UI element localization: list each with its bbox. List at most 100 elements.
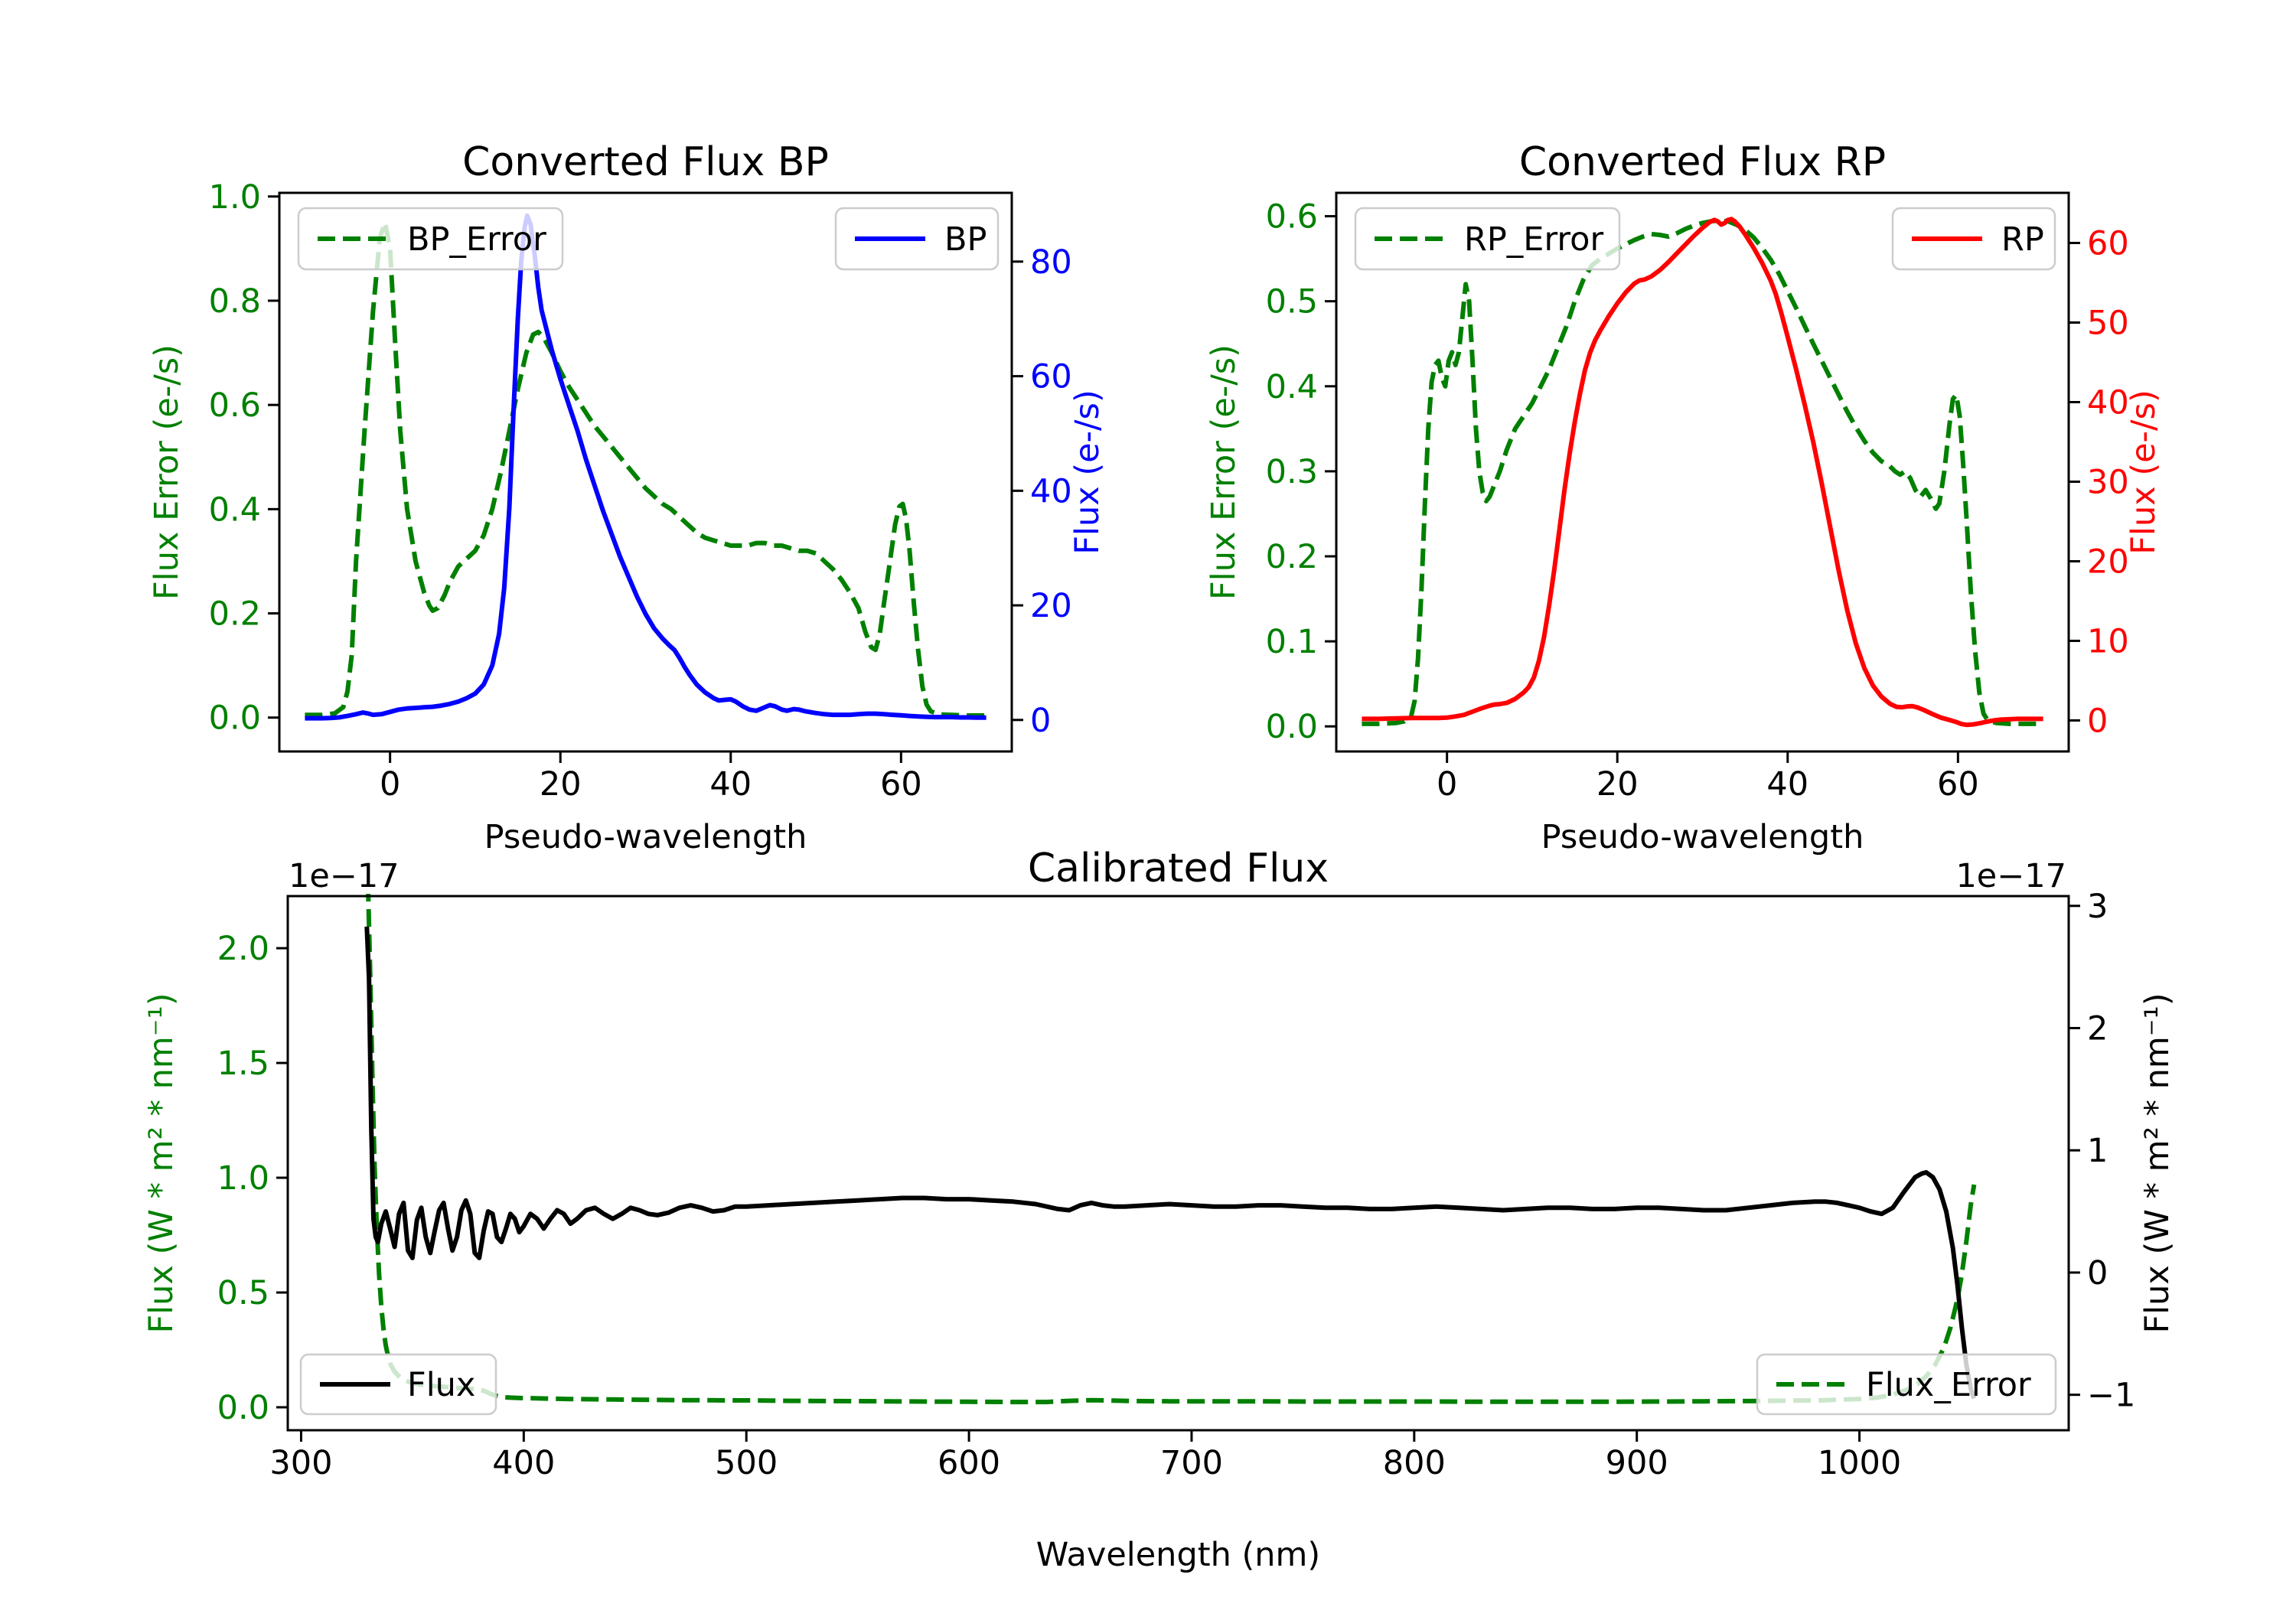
bp-y-tick-left-label: 0.8 (209, 282, 261, 321)
cal-y-tick-right-label: 0 (2087, 1254, 2108, 1292)
cal-legend-flux-box (299, 1353, 497, 1416)
rp-y-tick-right-label: 20 (2087, 543, 2129, 581)
cal-y-tick-right-label: 2 (2087, 1010, 2108, 1048)
rp-y-tick-right-label: 0 (2087, 702, 2108, 740)
bp-series-group (305, 213, 987, 721)
bp-legend-flux-label: BP (944, 220, 987, 259)
bp-x-tick-label: 0 (380, 765, 400, 804)
cal-x-tick-label: 600 (938, 1444, 1000, 1482)
cal-legend-error-box (1756, 1353, 2057, 1416)
cal-x-tick-label: 500 (715, 1444, 778, 1482)
bp-y-tick-left-label: 0.6 (209, 386, 261, 425)
rp-x-tick-label: 20 (1596, 765, 1639, 804)
rp-y-tick-left-label: 0.6 (1266, 198, 1318, 236)
cal-title: Calibrated Flux (1028, 846, 1329, 892)
cal-offset-left: 1e−17 (289, 857, 400, 895)
rp-plot-area: 0 20 40 60 0.0 0.1 0.2 0.3 0.4 0.5 0.6 0 10 20 30 40 50 6… (1266, 191, 2129, 804)
bp-ylabel-right: Flux (e-/s) (1068, 390, 1107, 554)
rp-title: Converted Flux RP (1519, 139, 1886, 185)
rp-chart: 0 20 40 60 0.0 0.1 0.2 0.3 0.4 0.5 0.6 0 10 20 30 40 50 6… (1205, 139, 2163, 856)
bp-y-tick-right-label: 40 (1030, 472, 1072, 510)
rp-x-tick-label: 60 (1937, 765, 1979, 804)
cal-y-tick-right-label: 3 (2087, 888, 2108, 926)
rp-series-group (1362, 217, 2043, 728)
rp-y-tick-left-label: 0.5 (1266, 283, 1318, 321)
cal-ylabel-left: Flux (W * m² * nm⁻¹) (142, 993, 181, 1334)
cal-x-tick-label: 700 (1160, 1444, 1223, 1482)
cal-chart: 300 400 500 600 700 800 900 1000 0.0 0.5 1.0 1.5 2.0… (142, 846, 2177, 1574)
cal-ylabel-right: Flux (W * m² * nm⁻¹) (2138, 993, 2177, 1334)
rp-legend-flux: RP (1891, 207, 2056, 271)
cal-legend-flux: Flux (299, 1353, 497, 1416)
cal-offset-right: 1e−17 (1955, 857, 2066, 895)
cal-plot-area: 300 400 500 600 700 800 900 1000 0.0 0.5 1.0 1.5 2.0… (217, 888, 2136, 1482)
cal-y-tick-right-label: 1 (2087, 1132, 2108, 1170)
rp-x-tick-label: 0 (1437, 765, 1457, 804)
rp-spines (1335, 191, 2070, 753)
rp-y-tick-right-label: 30 (2087, 463, 2129, 501)
bp-x-tick-label: 60 (880, 765, 922, 804)
bp-y-tick-left-label: 0.2 (209, 595, 261, 634)
cal-series-Flux (364, 926, 1977, 1400)
rp-ylabel-left: Flux Error (e-/s) (1205, 344, 1243, 600)
bp-ylabel-left: Flux Error (e-/s) (148, 344, 186, 600)
rp-legend-error-label: RP_Error (1464, 220, 1603, 259)
cal-y-tick-left-label: 0.5 (217, 1274, 269, 1312)
rp-legend-flux-label: RP (2001, 220, 2044, 259)
rp-y-tick-left-label: 0.4 (1266, 368, 1318, 406)
rp-ylabel-right: Flux (e-/s) (2125, 390, 2163, 554)
bp-chart: 0 20 40 60 0.0 0.2 0.4 0.6 0.8 1.0 0 20 40 60 80 Conve… (148, 139, 1107, 856)
cal-xlabel: Wavelength (nm) (1036, 1536, 1320, 1574)
cal-x-tick-label: 300 (269, 1444, 332, 1482)
bp-y-tick-left-label: 0.4 (209, 491, 261, 529)
cal-x-tick-label: 1000 (1818, 1444, 1901, 1482)
bp-y-tick-right-label: 60 (1030, 358, 1072, 396)
bp-xlabel: Pseudo-wavelength (484, 818, 807, 856)
cal-x-tick-label: 400 (492, 1444, 555, 1482)
bp-title: Converted Flux BP (462, 139, 829, 185)
cal-y-tick-left-label: 0.0 (217, 1389, 269, 1427)
bp-y-tick-left-label: 0.0 (209, 699, 261, 738)
rp-y-tick-right-label: 10 (2087, 622, 2129, 660)
rp-y-tick-right-label: 60 (2087, 225, 2129, 263)
cal-legend-flux-label: Flux (407, 1366, 475, 1404)
rp-y-tick-right-label: 50 (2087, 305, 2129, 343)
cal-x-tick-label: 900 (1606, 1444, 1668, 1482)
rp-series-RP (1362, 217, 2043, 728)
bp-x-tick-label: 20 (540, 765, 582, 804)
cal-series-group (364, 894, 1977, 1405)
bp-legend-error-box (297, 207, 564, 271)
bp-legend-flux: BP (834, 207, 1000, 271)
bp-x-tick-label: 40 (709, 765, 752, 804)
cal-y-tick-left-label: 2.0 (217, 930, 269, 968)
cal-x-tick-label: 800 (1383, 1444, 1446, 1482)
bp-legend-error-label: BP_Error (407, 220, 546, 259)
rp-y-tick-left-label: 0.2 (1266, 538, 1318, 576)
rp-y-tick-right-label: 40 (2087, 383, 2129, 422)
cal-y-tick-left-label: 1.0 (217, 1159, 269, 1198)
rp-y-tick-left-label: 0.1 (1266, 623, 1318, 661)
bp-y-tick-left-label: 1.0 (209, 178, 261, 217)
bp-series-BP (305, 213, 987, 721)
rp-y-tick-left-label: 0.3 (1266, 453, 1318, 491)
rp-x-tick-label: 40 (1766, 765, 1808, 804)
cal-spines (286, 895, 2070, 1432)
rp-legend-error: RP_Error (1354, 207, 1621, 271)
rp-y-tick-left-label: 0.0 (1266, 708, 1318, 746)
cal-y-tick-right-label: −1 (2087, 1377, 2135, 1415)
bp-series-BP_Error (305, 220, 987, 718)
bp-y-tick-right-label: 0 (1030, 702, 1051, 740)
bp-legend-error: BP_Error (297, 207, 564, 271)
rp-legend-error-box (1354, 207, 1621, 271)
bp-y-tick-right-label: 20 (1030, 587, 1072, 625)
bp-spines (278, 191, 1013, 753)
bp-y-tick-right-label: 80 (1030, 243, 1072, 282)
cal-series-Flux_Error (366, 894, 1977, 1405)
rp-xlabel: Pseudo-wavelength (1541, 818, 1864, 856)
cal-y-tick-left-label: 1.5 (217, 1045, 269, 1083)
cal-legend-error-label: Flux_Error (1866, 1366, 2031, 1404)
rp-series-RP_Error (1362, 218, 2043, 726)
cal-legend-error: Flux_Error (1756, 1353, 2057, 1416)
